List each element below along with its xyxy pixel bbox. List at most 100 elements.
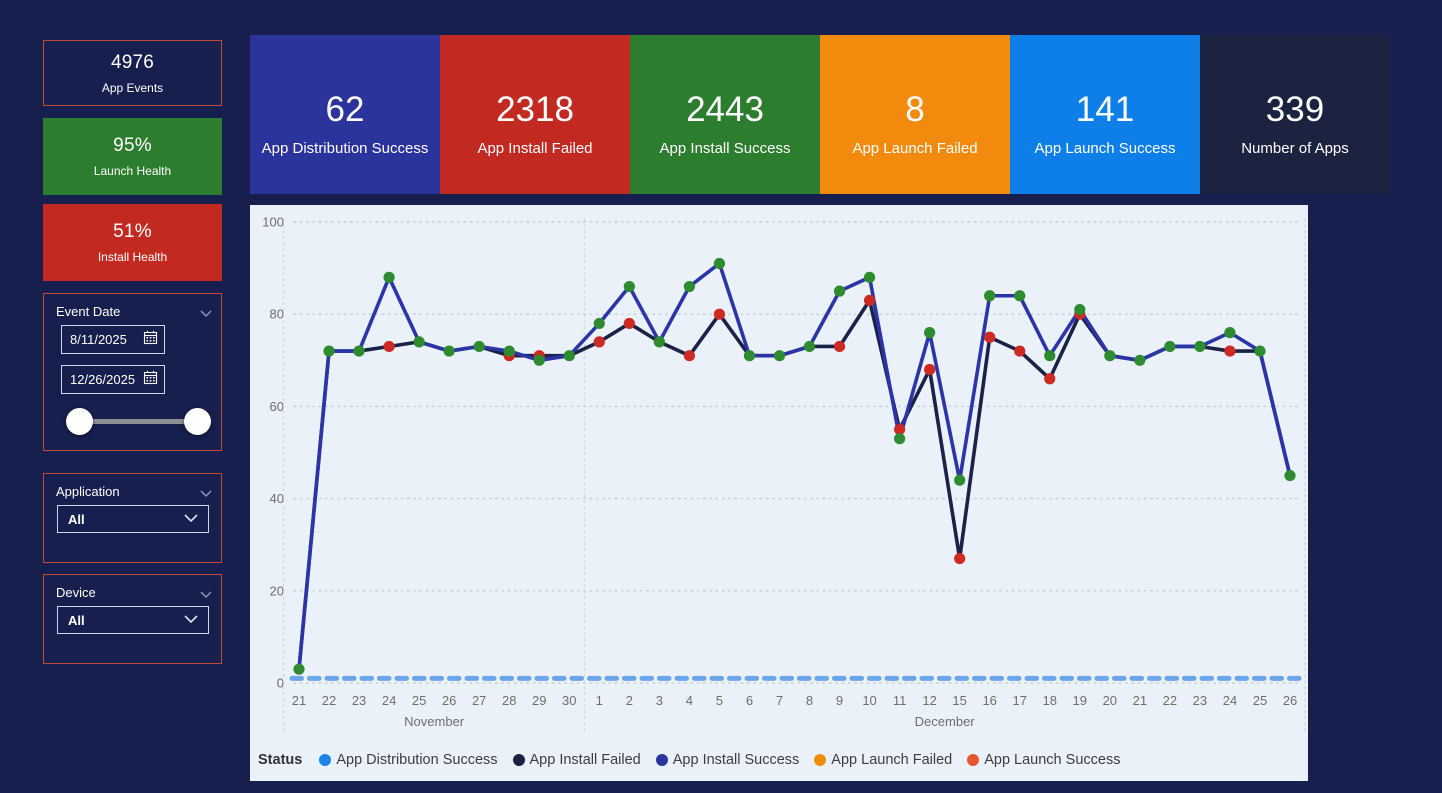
tile-label: App Launch Success xyxy=(1034,140,1176,157)
svg-text:21: 21 xyxy=(1133,693,1147,708)
svg-text:9: 9 xyxy=(836,693,843,708)
event-date-title: Event Date xyxy=(56,304,121,319)
legend-title: Status xyxy=(258,752,303,768)
svg-text:20: 20 xyxy=(270,583,284,598)
device-selected-value: All xyxy=(68,612,85,628)
svg-text:23: 23 xyxy=(1193,693,1207,708)
svg-text:6: 6 xyxy=(746,693,753,708)
tile-app-install-failed[interactable]: 2318 App Install Failed xyxy=(440,35,630,194)
tile-label: App Launch Failed xyxy=(852,140,978,157)
app-events-label: App Events xyxy=(101,80,164,95)
svg-text:1: 1 xyxy=(596,693,603,708)
svg-text:23: 23 xyxy=(352,693,366,708)
application-select[interactable]: All xyxy=(57,505,209,533)
svg-text:19: 19 xyxy=(1073,693,1087,708)
svg-text:8: 8 xyxy=(806,693,813,708)
svg-text:15: 15 xyxy=(952,693,966,708)
calendar-icon[interactable] xyxy=(143,370,158,390)
tile-number-of-apps[interactable]: 339 Number of Apps xyxy=(1200,35,1390,194)
svg-text:December: December xyxy=(915,714,976,729)
legend-item-app-distribution-success[interactable]: App Distribution Success xyxy=(319,752,498,768)
status-chart-panel: 0 20 40 60 80 100 21 22 23 24 25 26 27 28 29 30 1 2 3 4 5 6 7 8… xyxy=(250,205,1308,781)
tile-value: 2443 xyxy=(686,90,764,129)
tile-value: 62 xyxy=(325,90,365,129)
end-date-value[interactable]: 12/26/2025 xyxy=(70,372,136,387)
svg-text:22: 22 xyxy=(322,693,336,708)
chevron-down-icon[interactable] xyxy=(200,485,212,503)
svg-text:24: 24 xyxy=(382,693,396,708)
legend-item-app-install-success[interactable]: App Install Success xyxy=(655,752,800,768)
kpi-tiles-row: 62 App Distribution Success 2318 App Ins… xyxy=(250,35,1390,194)
tile-value: 2318 xyxy=(496,90,574,129)
sidebar: 4976 App Events 95% Launch Health 51% In… xyxy=(43,40,222,675)
svg-text:3: 3 xyxy=(656,693,663,708)
install-health-value: 51% xyxy=(113,221,152,242)
svg-text:22: 22 xyxy=(1163,693,1177,708)
calendar-icon[interactable] xyxy=(143,330,158,350)
date-range-slider[interactable] xyxy=(44,406,223,436)
chevron-down-icon[interactable] xyxy=(200,586,212,604)
tile-label: Number of Apps xyxy=(1241,140,1349,157)
device-select[interactable]: All xyxy=(57,606,209,634)
svg-text:18: 18 xyxy=(1043,693,1057,708)
legend-label: App Launch Failed xyxy=(831,752,953,768)
application-selected-value: All xyxy=(68,511,85,527)
card-app-events: 4976 App Events xyxy=(43,40,222,106)
svg-text:21: 21 xyxy=(292,693,306,708)
slider-track[interactable] xyxy=(79,419,197,424)
legend-item-app-launch-success[interactable]: App Launch Success xyxy=(967,752,1120,768)
legend-dot xyxy=(319,754,332,766)
svg-text:28: 28 xyxy=(502,693,516,708)
svg-text:4: 4 xyxy=(686,693,693,708)
device-filter: Device All xyxy=(43,574,222,664)
tile-app-launch-failed[interactable]: 8 App Launch Failed xyxy=(820,35,1010,194)
svg-text:November: November xyxy=(404,714,465,729)
device-title: Device xyxy=(56,585,96,600)
svg-text:30: 30 xyxy=(562,693,576,708)
start-date-input[interactable]: 8/11/2025 xyxy=(61,325,165,354)
launch-health-value: 95% xyxy=(113,135,152,156)
svg-text:80: 80 xyxy=(270,307,284,322)
legend-item-app-install-failed[interactable]: App Install Failed xyxy=(512,752,641,768)
chevron-down-icon[interactable] xyxy=(184,611,198,629)
tile-label: App Distribution Success xyxy=(261,140,429,157)
svg-text:12: 12 xyxy=(922,693,936,708)
svg-text:11: 11 xyxy=(893,693,907,708)
tile-app-launch-success[interactable]: 141 App Launch Success xyxy=(1010,35,1200,194)
svg-text:25: 25 xyxy=(412,693,426,708)
svg-text:29: 29 xyxy=(532,693,546,708)
legend-dot xyxy=(967,754,980,766)
svg-text:24: 24 xyxy=(1223,693,1237,708)
chevron-down-icon[interactable] xyxy=(200,305,212,323)
chevron-down-icon[interactable] xyxy=(184,510,198,528)
tile-value: 8 xyxy=(905,90,925,129)
svg-text:0: 0 xyxy=(277,676,284,691)
legend-item-app-launch-failed[interactable]: App Launch Failed xyxy=(814,752,952,768)
end-date-input[interactable]: 12/26/2025 xyxy=(61,365,165,394)
tile-app-install-success[interactable]: 2443 App Install Success xyxy=(630,35,820,194)
svg-text:20: 20 xyxy=(1103,693,1117,708)
legend-dot xyxy=(512,754,525,766)
legend-label: App Install Failed xyxy=(529,752,641,768)
svg-text:40: 40 xyxy=(270,491,284,506)
slider-handle-start[interactable] xyxy=(66,408,93,435)
svg-text:7: 7 xyxy=(776,693,783,708)
tile-app-distribution-success[interactable]: 62 App Distribution Success xyxy=(250,35,440,194)
svg-text:25: 25 xyxy=(1253,693,1267,708)
legend-label: App Launch Success xyxy=(984,752,1121,768)
start-date-value[interactable]: 8/11/2025 xyxy=(70,332,127,347)
svg-text:27: 27 xyxy=(472,693,486,708)
svg-text:17: 17 xyxy=(1012,693,1026,708)
install-health-label: Install Health xyxy=(97,250,168,264)
legend-label: App Install Success xyxy=(672,752,800,768)
application-filter: Application All xyxy=(43,473,222,563)
tile-label: App Install Failed xyxy=(477,140,593,157)
slider-handle-end[interactable] xyxy=(184,408,211,435)
legend-dot xyxy=(814,754,827,766)
application-title: Application xyxy=(56,484,120,499)
chart-legend: Status App Distribution Success App Inst… xyxy=(258,745,1120,775)
tile-label: App Install Success xyxy=(659,140,791,157)
app-events-value: 4976 xyxy=(110,51,155,73)
